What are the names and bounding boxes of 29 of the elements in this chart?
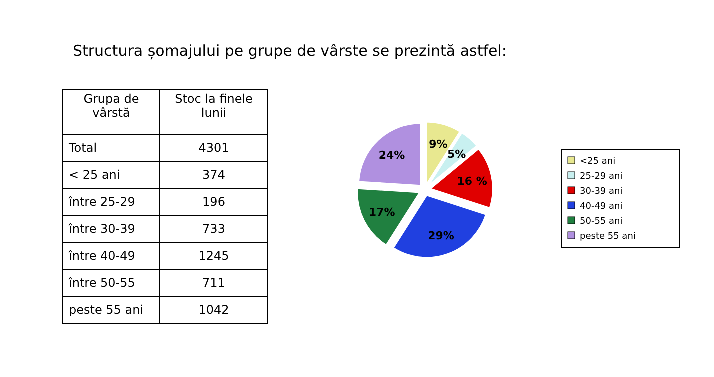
data-label: 9% [429, 138, 448, 151]
data-label: 711 [202, 276, 226, 290]
category-label: între 50-55 [68, 276, 136, 290]
data-label: 733 [202, 222, 226, 236]
text: Grupa de vârstă [82, 92, 140, 120]
legend-label: peste 55 ani [580, 232, 636, 242]
category-label: între 25-29 [68, 195, 136, 209]
text: Structura șomajului pe grupe de vârste se prezintă astfel: [72, 42, 508, 60]
text: Stoc la finele lunii [174, 92, 254, 120]
legend-label: 25-29 ani [580, 172, 623, 182]
category-label: între 30-39 [68, 222, 136, 236]
data-label: 374 [202, 168, 226, 182]
data-label: 29% [428, 229, 454, 242]
data-label: 1042 [198, 303, 230, 317]
data-label: 17% [368, 206, 396, 219]
category-label: < 25 ani [69, 168, 120, 182]
data-label: 5% [448, 148, 466, 161]
legend-label: 40-49 ani [580, 202, 623, 212]
data-label: 4301 [198, 141, 230, 155]
category-label: Total [68, 141, 98, 155]
category-label: între 40-49 [68, 249, 136, 263]
legend-label: <25 ani [580, 157, 616, 167]
data-label: 196 [202, 195, 226, 209]
category-label: peste 55 ani [69, 303, 144, 317]
data-label: 16 % [457, 174, 488, 188]
legend-label: 30-39 ani [580, 187, 623, 197]
data-label: 24% [378, 148, 406, 162]
data-label: 1245 [198, 249, 230, 263]
legend-label: 50-55 ani [580, 217, 623, 227]
